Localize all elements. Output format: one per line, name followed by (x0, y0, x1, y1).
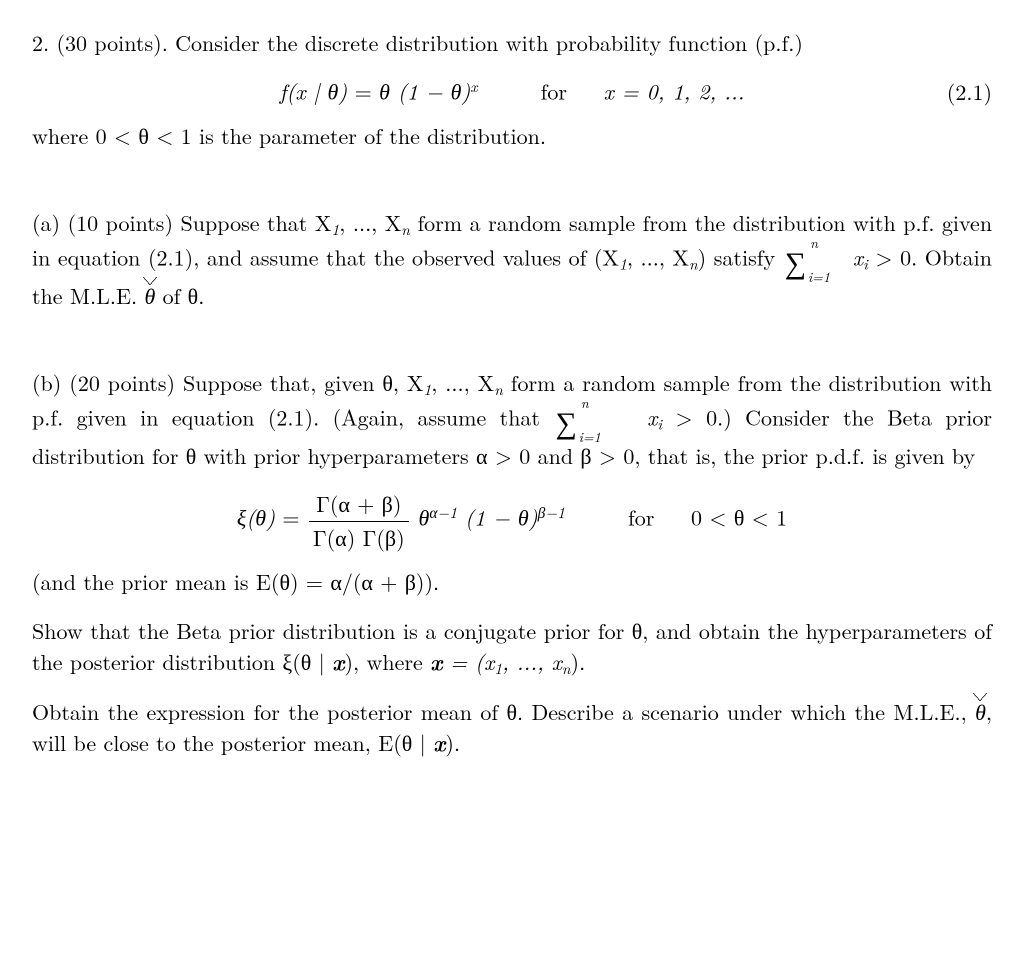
part-a-t4: , ..., X (627, 241, 689, 272)
post-t3: ). (445, 727, 460, 758)
x-def: = (x (442, 646, 494, 677)
equation-2-1: f(x | θ) = θ (1 − θ)x for x = 0, 1, 2, .… (32, 76, 992, 107)
sum-icon-b: ∑ni=1 (555, 400, 576, 441)
theta-exp: α−1 (429, 502, 457, 523)
part-b-t2: , ..., X (431, 367, 494, 398)
part-a-points: (10 points) (68, 207, 173, 238)
conjugate-paragraph: Show that the Beta prior distribution is… (32, 616, 992, 679)
eq-rhs-base: θ (1 − θ) (379, 76, 470, 107)
sub-n: n (401, 219, 410, 240)
x-bold: x (332, 645, 344, 677)
sub-1d: 1 (494, 658, 502, 679)
prior-dom: 0 < θ < 1 (691, 502, 787, 533)
post-t1: Obtain the expression for the posterior … (32, 696, 975, 727)
problem-intro-text: Consider the discrete distribution with … (175, 27, 803, 58)
xi-b: x (647, 401, 657, 432)
gamma-fraction: Γ(α + β)Γ(α) Γ(β) (309, 489, 409, 553)
x-bold-3: x (433, 726, 445, 758)
prior-equation: ξ(θ) = Γ(α + β)Γ(α) Γ(β) θα−1 (1 − θ)β−1… (32, 489, 992, 553)
sum-bot-b: i=1 (579, 428, 601, 447)
eq-rhs-exp: x (470, 76, 477, 97)
sub-nd: n (562, 658, 571, 679)
sub-nc: n (494, 378, 503, 399)
beta-exp: β−1 (538, 502, 565, 523)
theta-term: θ (411, 502, 430, 533)
eq-tag: (2.1) (932, 77, 992, 107)
problem-number: 2. (32, 27, 49, 58)
part-a-t2: , ..., X (339, 207, 401, 238)
part-a-of: of θ. (155, 280, 204, 311)
x-def2: , ..., x (502, 646, 562, 677)
problem-intro: 2. (30 points). Consider the discrete di… (32, 28, 992, 58)
part-b-t1: Suppose that, given θ, X (183, 367, 423, 398)
posterior-paragraph: Obtain the expression for the posterior … (32, 697, 992, 759)
prior-mean-note: (and the prior mean is E(θ) = α/(α + β))… (32, 567, 992, 597)
theta-hat-icon: θ (144, 281, 155, 311)
eq-for: for (541, 76, 567, 107)
theta-hat-icon-b: θ (975, 697, 986, 727)
part-b-intro: (b) (20 points) Suppose that, given θ, X… (32, 368, 992, 472)
x-def3: ). (571, 646, 586, 677)
sub-1b: 1 (619, 253, 627, 274)
gamma-den: Γ(α) Γ(β) (309, 522, 409, 553)
sum-icon: ∑ni=1 (785, 240, 806, 281)
problem-points: (30 points). (56, 27, 167, 58)
gamma-num: Γ(α + β) (309, 489, 409, 521)
one-minus-theta: (1 − θ) (457, 502, 538, 533)
problem-where: where 0 < θ < 1 is the parameter of the … (32, 121, 992, 151)
sum-bot: i=1 (808, 268, 830, 287)
sum-top: n (810, 234, 818, 253)
part-b-label: (b) (32, 367, 61, 398)
sub-nb: n (689, 253, 698, 274)
conj-t2: ), where (344, 646, 430, 677)
eq-domain: x = 0, 1, 2, ... (604, 76, 745, 107)
part-b-points: (20 points) (69, 367, 175, 398)
xi: x (853, 241, 863, 272)
prior-eq-body: ξ(θ) = Γ(α + β)Γ(α) Γ(β) θα−1 (1 − θ)β−1… (92, 489, 932, 553)
sum-top-b: n (581, 394, 589, 413)
eq-body: f(x | θ) = θ (1 − θ)x for x = 0, 1, 2, .… (92, 76, 932, 107)
part-a-label: (a) (32, 207, 60, 238)
eq-eq: = (347, 76, 379, 107)
xi-lhs: ξ(θ) (237, 502, 275, 533)
part-a-t5: ) satisfy (698, 241, 783, 272)
prior-eq: = (275, 502, 307, 533)
part-a: (a) (10 points) Suppose that X1, ..., Xn… (32, 208, 992, 312)
part-a-t1: Suppose that X (181, 207, 332, 238)
x-bold-2: x (430, 645, 442, 677)
part-a-t3: form a random sample from the distributi… (32, 207, 992, 273)
eq-lhs: f(x | θ) (280, 76, 348, 107)
prior-for: for (628, 502, 654, 533)
